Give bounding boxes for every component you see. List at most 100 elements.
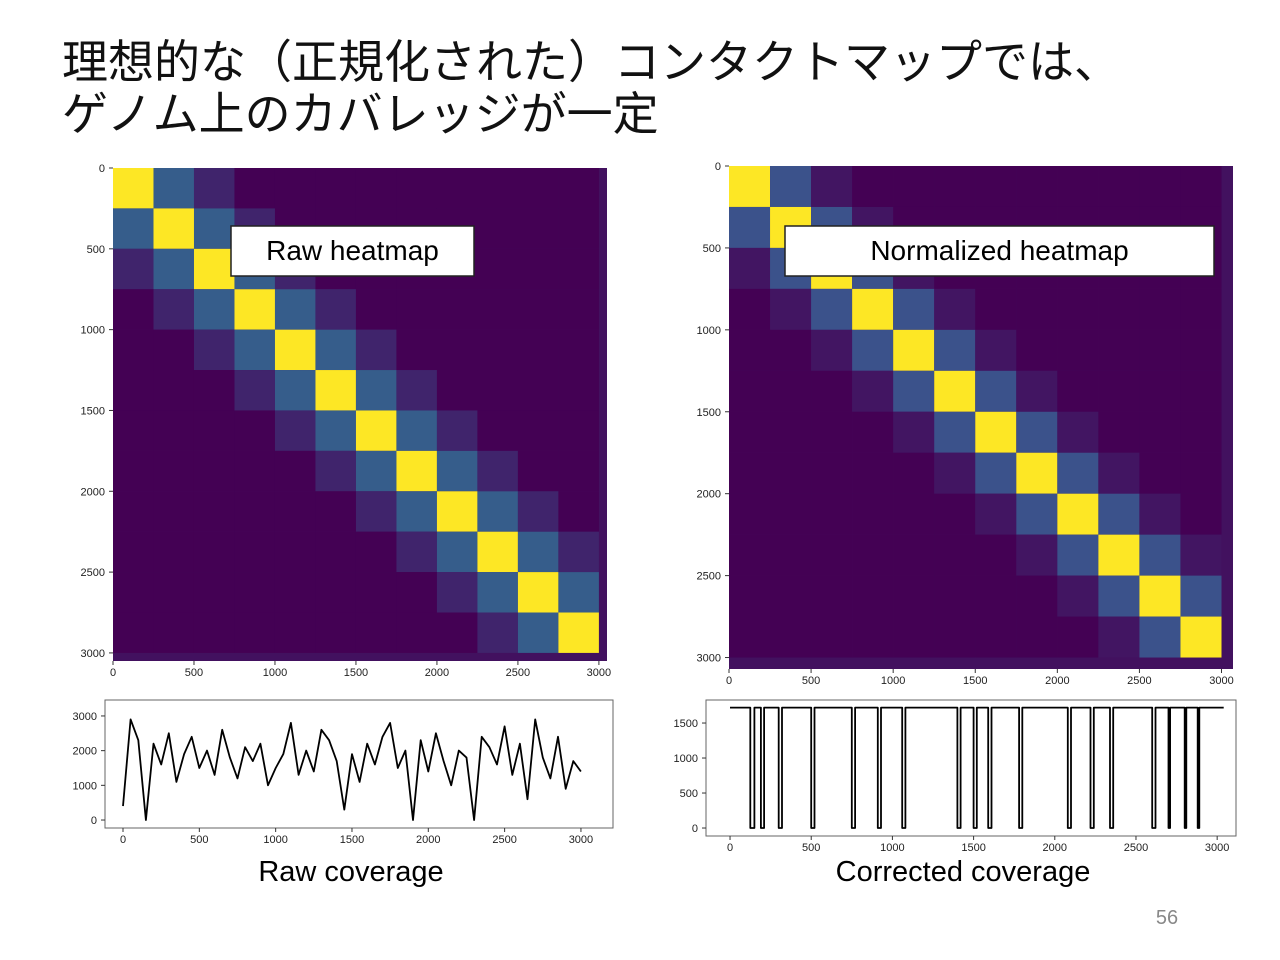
heatmap-cell <box>1098 288 1140 330</box>
heatmap-cell <box>436 450 478 492</box>
heatmap-cell <box>274 572 316 613</box>
heatmap-cell <box>477 612 518 653</box>
x-tick-label: 2500 <box>506 667 530 679</box>
coverage-line <box>730 706 1224 829</box>
x-tick-label: 2500 <box>492 834 516 846</box>
heatmap-cell <box>477 329 518 371</box>
heatmap-cell <box>811 166 853 207</box>
heatmap-cell <box>153 248 194 290</box>
heatmap-cell <box>193 450 235 492</box>
heatmap-cell <box>113 289 154 330</box>
heatmap-cell <box>436 329 478 371</box>
heatmap-cell <box>1180 616 1222 658</box>
y-tick-label: 0 <box>99 163 105 175</box>
heatmap-cell <box>396 531 437 573</box>
heatmap-cell <box>1180 329 1222 371</box>
heatmap-cell <box>517 289 559 330</box>
heatmap-cell <box>1180 288 1222 330</box>
heatmap-cell <box>1016 166 1058 207</box>
heatmap-cell <box>558 208 599 249</box>
x-tick-label: 2000 <box>1045 675 1069 687</box>
y-tick-label: 3000 <box>697 653 721 665</box>
label-box <box>230 225 475 277</box>
y-tick-label: 1500 <box>81 405 105 417</box>
heatmap-cell <box>193 248 235 290</box>
heatmap-cell <box>517 248 559 290</box>
x-tick-label: 3000 <box>1209 675 1233 687</box>
heatmap-cell <box>811 411 853 453</box>
heatmap-cell <box>193 370 235 411</box>
y-tick-label: 2000 <box>697 489 721 501</box>
heatmap-cell <box>1180 370 1222 412</box>
heatmap-cell <box>729 247 771 289</box>
heatmap-cell <box>1016 575 1058 617</box>
heatmap-cell <box>1180 534 1222 576</box>
y-tick-label: 0 <box>692 823 698 835</box>
heatmap-cell <box>477 491 518 532</box>
heatmap-cell <box>1016 329 1058 371</box>
heatmap-cell <box>893 288 935 330</box>
x-tick-label: 3000 <box>1205 842 1229 854</box>
heatmap-cell <box>893 575 935 617</box>
heatmap-cell <box>934 575 976 617</box>
heatmap-cell <box>975 616 1017 658</box>
heatmap-cell <box>517 450 559 492</box>
heatmap-cell <box>558 410 599 451</box>
heatmap-cell <box>193 491 235 532</box>
heatmap-cell <box>852 575 894 617</box>
y-tick-label: 3000 <box>81 648 105 660</box>
heatmap-cell <box>477 248 518 290</box>
heatmap-cell <box>477 168 518 209</box>
heatmap-cell <box>153 572 194 613</box>
y-tick-label: 500 <box>703 243 721 255</box>
heatmap-cell <box>770 166 812 207</box>
y-tick-label: 1000 <box>697 325 721 337</box>
heatmap-cell <box>193 289 235 330</box>
x-tick-label: 2000 <box>425 667 449 679</box>
heatmap-cell <box>558 370 599 411</box>
heatmap-cell <box>113 248 154 290</box>
heatmap-cell <box>234 572 275 613</box>
heatmap-cell <box>355 168 397 209</box>
heatmap-cell <box>234 370 275 411</box>
heatmap-cell <box>355 450 397 492</box>
heatmap-cell <box>934 493 976 535</box>
heatmap-cell <box>355 329 397 371</box>
heatmap-cell <box>1016 493 1058 535</box>
heatmap-cell <box>153 168 194 209</box>
heatmap-cell <box>274 289 316 330</box>
heatmap-cell <box>193 410 235 451</box>
x-tick-label: 2000 <box>416 834 440 846</box>
heatmap-cell <box>1098 370 1140 412</box>
heatmap-cell <box>558 572 599 613</box>
heatmap-cell <box>729 534 771 576</box>
x-tick-label: 2500 <box>1127 675 1151 687</box>
heatmap-cell <box>234 612 275 653</box>
heatmap-cell <box>436 410 478 451</box>
heatmap-cell <box>975 411 1017 453</box>
heatmap-cell <box>770 288 812 330</box>
heatmap-cell <box>852 452 894 494</box>
heatmap-cell <box>770 329 812 371</box>
heatmap-cell <box>1139 288 1181 330</box>
heatmap-cell <box>477 450 518 492</box>
heatmap-cell <box>355 370 397 411</box>
y-tick-label: 0 <box>715 161 721 173</box>
x-tick-label: 1500 <box>963 675 987 687</box>
heatmap-cell <box>274 329 316 371</box>
heatmap-cell <box>153 612 194 653</box>
heatmap-cell <box>193 329 235 371</box>
heatmap-cell <box>975 166 1017 207</box>
y-tick-label: 1000 <box>73 780 97 792</box>
heatmap-cell <box>113 491 154 532</box>
heatmap-cell <box>893 329 935 371</box>
heatmap-cell <box>355 572 397 613</box>
heatmap-cell <box>934 329 976 371</box>
heatmap-cell <box>355 612 397 653</box>
heatmap-cell <box>770 370 812 412</box>
y-tick-label: 1500 <box>674 718 698 730</box>
heatmap-cell <box>477 572 518 613</box>
heatmap-cell <box>729 411 771 453</box>
y-tick-label: 2500 <box>81 567 105 579</box>
x-tick-label: 0 <box>727 842 733 854</box>
